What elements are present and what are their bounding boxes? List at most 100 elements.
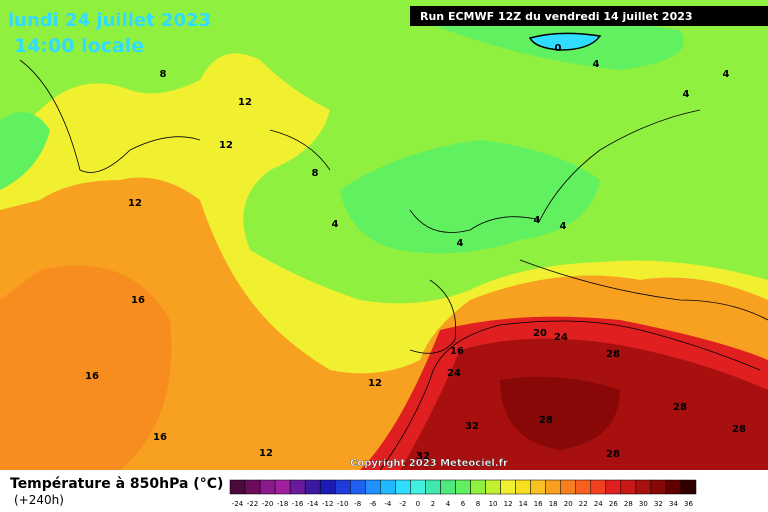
colorbar-swatch <box>380 479 396 495</box>
contour-labels: 8 12 12 8 12 4 4 4 4 16 16 16 12 12 16 24 20 24 28 32 28 28 28… <box>85 43 746 462</box>
colorbar-label: -18 <box>277 500 288 508</box>
contour-label: 24 <box>554 332 568 343</box>
colorbar-swatch <box>530 479 546 495</box>
colorbar-swatch <box>319 479 336 495</box>
time-text: 14:00 locale <box>14 35 144 57</box>
colorbar-label: -10 <box>337 500 348 508</box>
colorbar-label: 8 <box>476 500 480 508</box>
colorbar-swatch <box>605 479 622 495</box>
colorbar-label: 26 <box>609 500 618 508</box>
colorbar-label: 16 <box>534 500 543 508</box>
colorbar-swatch <box>425 479 441 495</box>
colorbar-label: -4 <box>384 500 392 508</box>
contour-label: 4 <box>457 238 464 249</box>
contour-label: 4 <box>534 215 541 226</box>
colorbar-label: 36 <box>684 500 693 508</box>
contour-label: 28 <box>673 402 687 413</box>
colorbar-swatch <box>665 479 682 495</box>
colorbar-swatch <box>515 479 531 495</box>
colorbar-swatch <box>470 479 486 495</box>
colorbar-swatch <box>274 479 291 495</box>
colorbar-label: 10 <box>489 500 498 508</box>
colorbar-swatch <box>560 479 576 495</box>
contour-label: 32 <box>465 421 479 432</box>
colorbar-label: 12 <box>504 500 513 508</box>
colorbar-swatch <box>289 479 306 495</box>
colorbar-label: -14 <box>307 500 319 508</box>
colorbar-label: 14 <box>519 500 528 508</box>
contour-label: 28 <box>606 349 620 360</box>
colorbar-label: 30 <box>639 500 648 508</box>
colorbar: -24 -22 -20 -18 -16 -14 -12 -10 -8 -6 -4 -2 0 2 4 6 8 10 1… <box>229 479 697 508</box>
colorbar-label: 34 <box>669 500 678 508</box>
contour-label: 12 <box>219 140 233 151</box>
colorbar-swatch <box>395 479 411 495</box>
run-text: Run ECMWF 12Z du vendredi 14 juillet 202… <box>420 10 693 23</box>
colorbar-label: 24 <box>594 500 603 508</box>
colorbar-label: 22 <box>579 500 588 508</box>
colorbar-label: 28 <box>624 500 633 508</box>
map-background <box>0 0 768 471</box>
colorbar-label: -20 <box>262 500 273 508</box>
contour-label: 4 <box>723 69 730 80</box>
colorbar-label: 4 <box>446 500 451 508</box>
run-banner <box>410 6 768 26</box>
colorbar-swatch <box>680 479 697 495</box>
contour-label: 4 <box>560 221 567 232</box>
colorbar-label: -24 <box>232 500 244 508</box>
colorbar-swatch <box>635 479 652 495</box>
contour-label: 12 <box>128 198 142 209</box>
contour-label: 12 <box>368 378 382 389</box>
copyright: Copyright 2023 Meteociel.fr <box>350 458 508 469</box>
contour-label: 4 <box>332 219 339 230</box>
colorbar-label: 20 <box>564 500 573 508</box>
colorbar-swatch <box>244 479 261 495</box>
contour-label: 16 <box>131 295 145 306</box>
colorbar-label: -2 <box>399 500 406 508</box>
colorbar-label: -12 <box>322 500 333 508</box>
contour-label: 8 <box>160 69 167 80</box>
contour-label: 12 <box>238 97 252 108</box>
colorbar-swatch <box>620 479 637 495</box>
contour-label: 28 <box>539 415 553 426</box>
colorbar-label: 6 <box>461 500 466 508</box>
contour-label: 12 <box>259 448 273 459</box>
colorbar-swatch <box>500 479 516 495</box>
contour-label: 16 <box>85 371 99 382</box>
colorbar-swatch <box>485 479 501 495</box>
colorbar-swatch <box>350 479 366 495</box>
colorbar-label: 18 <box>549 500 558 508</box>
colorbar-swatch <box>440 479 456 495</box>
colorbar-label: 32 <box>654 500 663 508</box>
colorbar-swatch <box>650 479 667 495</box>
colorbar-label: -6 <box>369 500 377 508</box>
colorbar-label: -22 <box>247 500 258 508</box>
colorbar-swatch <box>455 479 471 495</box>
colorbar-swatch <box>259 479 276 495</box>
date-text: lundi 24 juillet 2023 <box>8 10 211 31</box>
colorbar-swatch <box>334 479 351 495</box>
contour-label: 0 <box>555 43 562 54</box>
legend-title: Température à 850hPa (°C) <box>10 476 223 492</box>
contour-label: 24 <box>447 368 461 379</box>
colorbar-swatch <box>410 479 426 495</box>
colorbar-swatch <box>229 479 246 495</box>
lead-time: (+240h) <box>14 493 64 507</box>
contour-label: 28 <box>606 449 620 460</box>
colorbar-swatch <box>575 479 592 495</box>
colorbar-label: -16 <box>292 500 304 508</box>
colorbar-label: -8 <box>354 500 361 508</box>
colorbar-swatch <box>304 479 321 495</box>
contour-label: 4 <box>683 89 690 100</box>
contour-label: 20 <box>533 328 547 339</box>
colorbar-label: 0 <box>416 500 420 508</box>
contour-label: 16 <box>153 432 167 443</box>
contour-label: 8 <box>312 168 319 179</box>
contour-label: 28 <box>732 424 746 435</box>
colorbar-swatch <box>545 479 561 495</box>
colorbar-label: 2 <box>431 500 435 508</box>
colorbar-swatch <box>590 479 607 495</box>
colorbar-swatch <box>365 479 381 495</box>
